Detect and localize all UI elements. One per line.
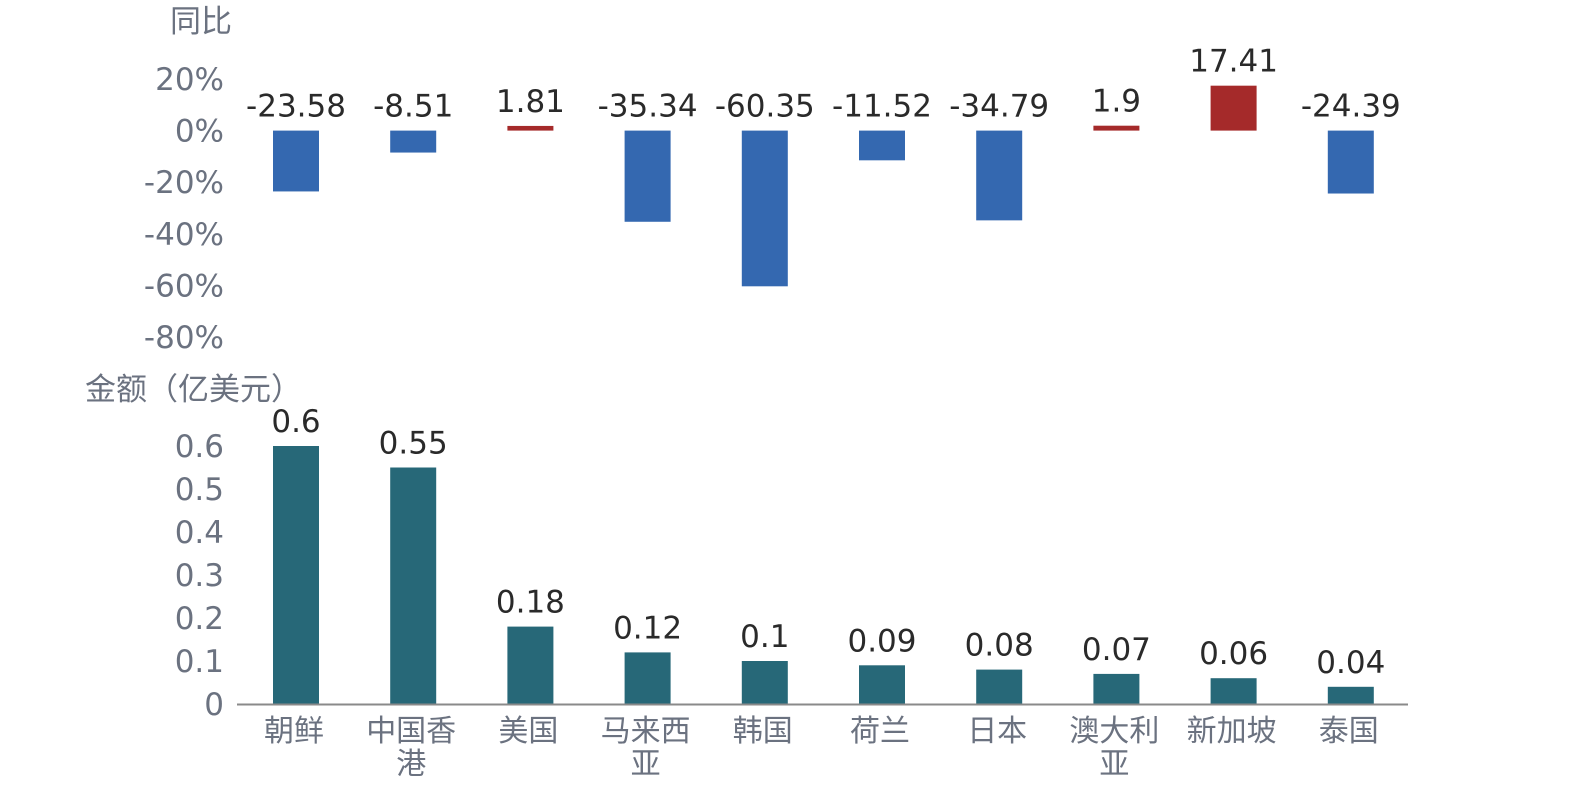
amount-data-label: 0.09 [847, 623, 916, 659]
amount-bar [859, 665, 905, 704]
category-label: 泰国 [1319, 714, 1379, 749]
category-label: 马来西 [601, 714, 691, 749]
yoy-data-label: -60.35 [715, 89, 815, 125]
top-ytick-label: -40% [144, 217, 224, 253]
yoy-bar [1093, 125, 1140, 131]
yoy-bar [273, 130, 319, 192]
yoy-bar [1327, 130, 1374, 194]
amount-data-label: 0.1 [740, 619, 789, 655]
category-label: 中国香 [366, 714, 456, 749]
amount-data-label: 0.18 [496, 585, 565, 621]
amount-data-label: 0.04 [1316, 645, 1385, 681]
amount-data-label: 0.07 [1082, 632, 1151, 668]
category-label: 荷兰 [850, 714, 910, 749]
amount-bar [741, 661, 788, 704]
bottom-ytick-label: 0.4 [175, 515, 224, 551]
bottom-ytick-label: 0 [204, 687, 224, 723]
category-label: 港 [396, 747, 426, 782]
bottom-ytick-label: 0.6 [175, 429, 224, 465]
amount-data-label: 0.6 [271, 404, 320, 440]
bottom-ytick-label: 0.5 [175, 472, 224, 508]
category-label: 日本 [967, 714, 1027, 749]
top-ytick-label: 0% [175, 114, 224, 150]
yoy-data-label: -8.51 [373, 89, 453, 125]
yoy-data-label: -11.52 [832, 89, 932, 125]
bottom-ylabel: 金额（亿美元） [85, 372, 302, 408]
category-label: 澳大利 [1069, 714, 1159, 749]
amount-data-label: 0.55 [379, 426, 448, 462]
yoy-data-label: 17.41 [1189, 44, 1278, 80]
amount-bar [1210, 678, 1257, 704]
category-label: 朝鲜 [264, 714, 324, 749]
amount-bar [390, 467, 437, 704]
amount-data-label: 0.06 [1199, 636, 1268, 672]
top-ytick-label: -80% [144, 320, 224, 356]
amount-bar [1093, 673, 1140, 704]
amount-bar [624, 652, 671, 704]
yoy-bar [741, 130, 788, 287]
amount-data-label: 0.08 [965, 628, 1034, 664]
category-label: 美国 [498, 714, 558, 749]
bottom-ytick-label: 0.2 [175, 601, 224, 637]
yoy-data-label: 1.9 [1092, 84, 1141, 120]
yoy-data-label: -35.34 [598, 89, 698, 125]
yoy-data-label: -34.79 [949, 89, 1049, 125]
category-label: 新加坡 [1187, 714, 1277, 749]
top-ylabel: 同比 [170, 4, 232, 40]
top-ytick-label: -60% [144, 268, 224, 304]
yoy-data-label: -23.58 [246, 89, 346, 125]
amount-bar [507, 626, 554, 704]
bottom-ytick-label: 0.1 [175, 644, 224, 680]
yoy-data-label: -24.39 [1301, 89, 1401, 125]
yoy-bar [390, 130, 437, 153]
category-label: 韩国 [733, 714, 793, 749]
yoy-bar [507, 125, 554, 131]
amount-bar [976, 669, 1023, 704]
yoy-data-label: 1.81 [496, 84, 565, 120]
top-ytick-label: 20% [155, 62, 224, 98]
yoy-bar [1210, 85, 1257, 131]
amount-bar [273, 446, 319, 704]
yoy-bar [624, 130, 671, 222]
amount-data-label: 0.12 [613, 610, 682, 646]
category-label: 亚 [631, 747, 661, 782]
yoy-bar [859, 130, 905, 161]
category-label: 亚 [1099, 747, 1129, 782]
yoy-bar [976, 130, 1023, 221]
top-ytick-label: -20% [144, 165, 224, 201]
bottom-ytick-label: 0.3 [175, 558, 224, 594]
amount-bar [1327, 686, 1374, 704]
